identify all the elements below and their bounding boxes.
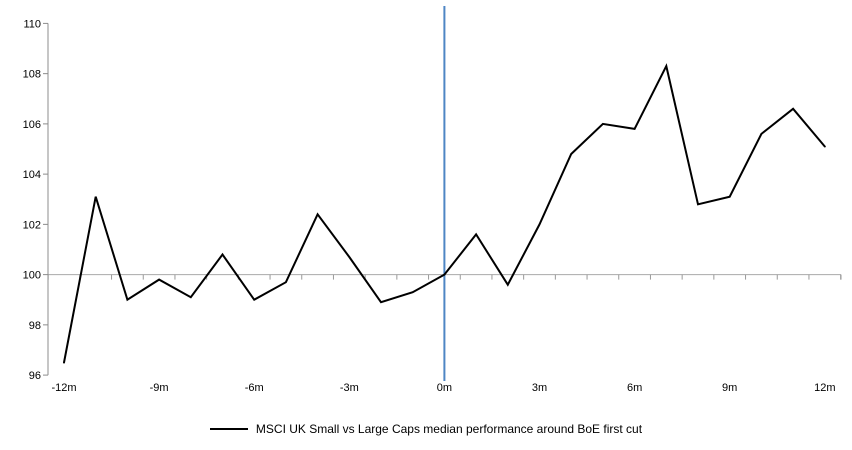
x-axis-label: 3m — [532, 382, 547, 394]
legend-label: MSCI UK Small vs Large Caps median perfo… — [255, 422, 643, 436]
x-axis-label: 6m — [627, 382, 642, 394]
x-axis-label: -9m — [150, 382, 169, 394]
y-axis-label: 102 — [23, 219, 41, 231]
y-axis-label: 96 — [29, 370, 41, 382]
y-axis-label: 108 — [23, 69, 41, 81]
x-axis-label: -12m — [51, 382, 76, 394]
legend-line-sample — [209, 428, 248, 430]
y-axis-label: 104 — [23, 169, 41, 181]
y-axis-label: 110 — [23, 18, 41, 30]
series-line-msci-uk-small-vs-large — [63, 63, 826, 364]
x-axis-label: 12m — [814, 382, 835, 394]
y-axis-label: 98 — [29, 320, 41, 332]
x-axis-label: -3m — [340, 382, 359, 394]
y-axis-label: 100 — [23, 270, 41, 282]
x-axis-label: 9m — [722, 382, 737, 394]
x-axis-label: -6m — [245, 382, 264, 394]
x-axis-label: 0m — [437, 382, 452, 394]
y-axis-label: 106 — [23, 119, 41, 131]
legend: MSCI UK Small vs Large Caps median perfo… — [0, 422, 852, 436]
